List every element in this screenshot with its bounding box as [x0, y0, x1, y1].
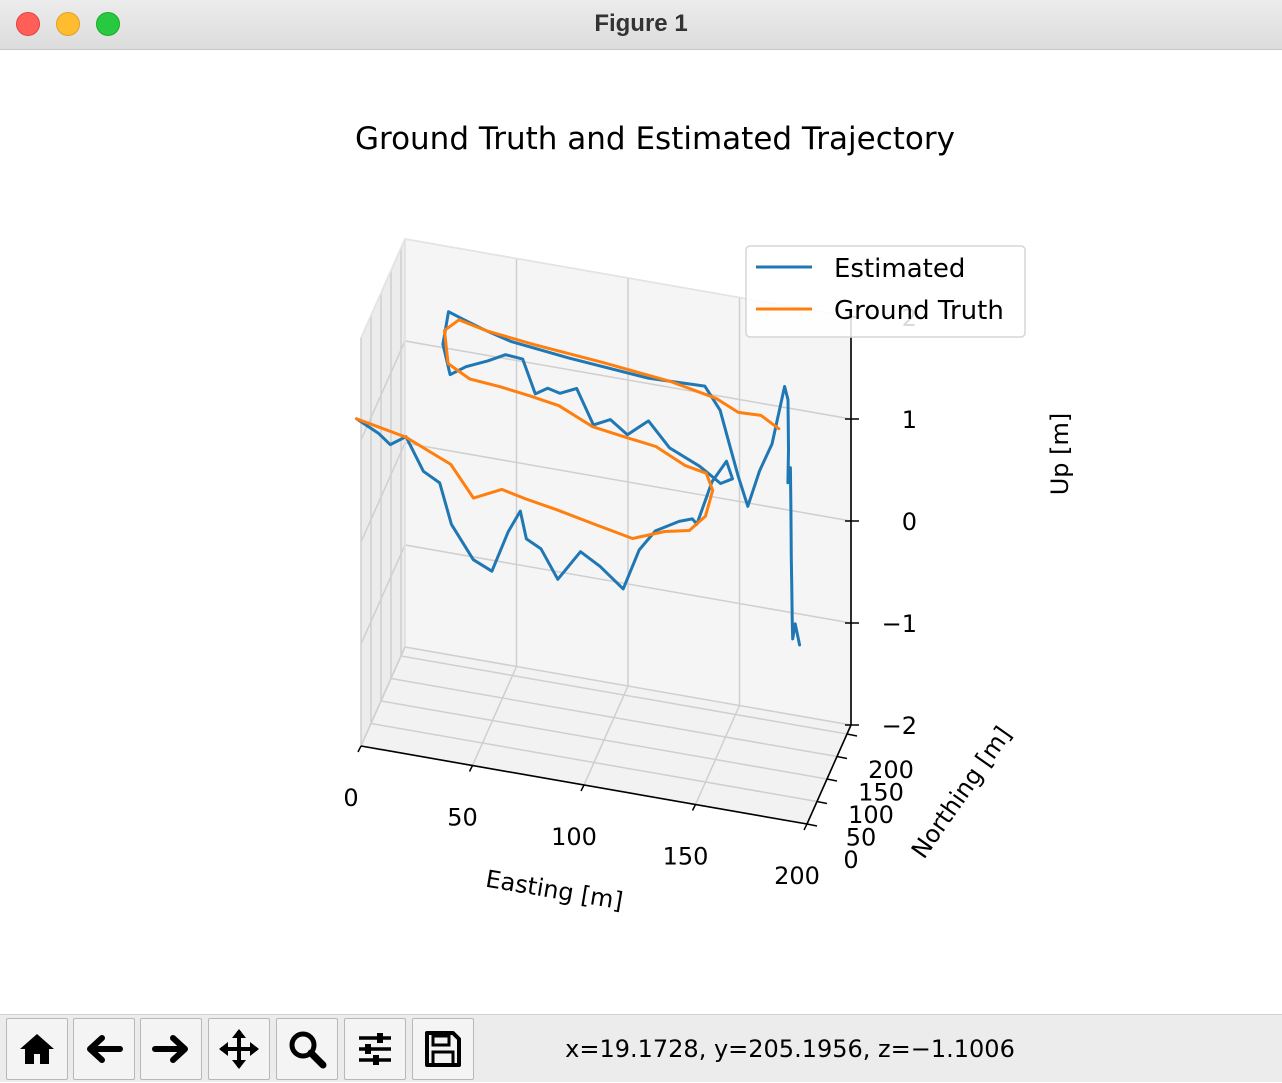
x-axis-label: Easting [m]	[484, 865, 625, 915]
pan-button[interactable]	[208, 1018, 270, 1080]
x-tick-label: 0	[343, 784, 358, 812]
window-titlebar: Figure 1	[0, 0, 1282, 50]
back-button[interactable]	[73, 1018, 135, 1080]
series-line-ground-truth	[355, 318, 781, 540]
minimize-window-button[interactable]	[56, 12, 80, 36]
y-tick	[806, 823, 818, 827]
close-window-button[interactable]	[16, 12, 40, 36]
home-button[interactable]	[6, 1018, 68, 1080]
x-tick-label: 150	[663, 843, 709, 871]
zoom-button[interactable]	[276, 1018, 338, 1080]
x-tick	[803, 823, 808, 831]
arrow-left-icon	[87, 1035, 123, 1063]
save-button[interactable]	[412, 1018, 474, 1080]
z-tick-label: −1	[882, 610, 917, 638]
x-tick-label: 200	[774, 862, 820, 890]
y-tick-label: 0	[843, 846, 858, 874]
series-lines	[355, 310, 802, 647]
y-tick-label: 100	[848, 801, 894, 829]
forward-button[interactable]	[140, 1018, 202, 1080]
pane-edge	[360, 238, 406, 339]
legend-frame	[745, 245, 1026, 338]
y-tick-label: 150	[858, 779, 904, 807]
floppy-disk-icon	[425, 1031, 461, 1067]
arrow-right-icon	[152, 1035, 188, 1063]
z-axis-label: Up [m]	[1046, 413, 1074, 496]
y-axis-line	[806, 724, 852, 825]
x-tick	[691, 804, 697, 811]
home-icon	[20, 1034, 54, 1064]
window-title: Figure 1	[594, 10, 688, 37]
configure-subplots-button[interactable]	[344, 1018, 406, 1080]
x-tick	[357, 745, 362, 753]
cursor-coordinates: x=19.1728, y=205.1956, z=−1.1006	[565, 1035, 1015, 1063]
x-tick	[580, 784, 585, 792]
y-tick-label: 50	[846, 824, 877, 852]
move-icon	[219, 1029, 259, 1069]
y-axis-label: Northing [m]	[906, 721, 1017, 863]
z-tick-label: 0	[902, 508, 917, 536]
x-tick	[468, 765, 474, 772]
y-tick	[846, 733, 858, 737]
y-tick-label: 200	[868, 756, 914, 784]
y-tick	[836, 755, 848, 760]
chart-title: Ground Truth and Estimated Trajectory	[355, 121, 955, 157]
y-tick	[816, 800, 828, 805]
zoom-window-button[interactable]	[96, 12, 120, 36]
legend: Estimated Ground Truth	[745, 245, 1026, 338]
z-tick-label: 1	[902, 406, 917, 434]
x-tick-label: 100	[551, 823, 597, 851]
navigation-toolbar: x=19.1728, y=205.1956, z=−1.1006	[0, 1014, 1282, 1082]
sliders-icon	[359, 1033, 391, 1065]
z-tick-label: −2	[882, 712, 917, 740]
legend-label-estimated: Estimated	[834, 254, 965, 284]
x-tick-label: 50	[447, 804, 478, 832]
magnifier-icon	[289, 1031, 327, 1069]
y-tick	[826, 778, 838, 782]
series-line-estimated	[355, 310, 802, 647]
legend-label-ground-truth: Ground Truth	[834, 296, 1004, 326]
